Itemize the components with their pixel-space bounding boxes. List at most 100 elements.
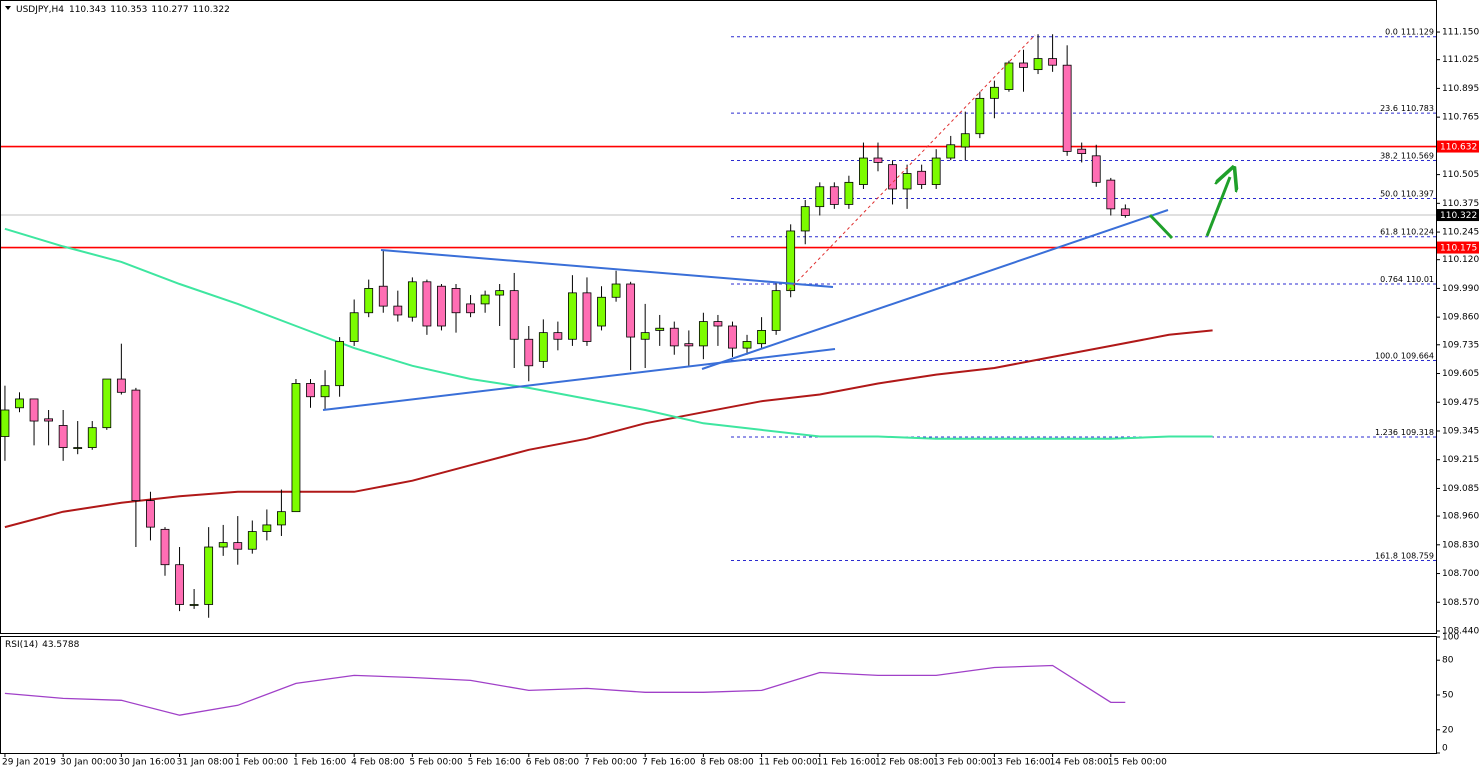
rsi-tick-label: 100 [1442,633,1459,643]
fib-label: 0.764 110.01 [1380,275,1434,284]
y-tick-label: 108.700 [1442,569,1479,579]
fib-label: 50.0 110.397 [1380,189,1434,198]
candle-body [306,383,315,398]
candle-body [102,378,112,429]
fib-level-label: 100.0 [1375,351,1398,360]
fib-level-label: 161.8 [1375,551,1398,560]
x-tick-label: 4 Feb 08:00 [351,758,405,768]
price-tag [1437,209,1479,222]
candle-body [15,398,24,409]
candle-body [175,564,184,605]
candle-body [393,305,403,316]
fib-value-label: 110.397 [1401,189,1434,198]
candle-body [960,133,970,148]
y-tick-label: 110.505 [1442,170,1479,180]
rsi-title: RSI(14) [5,640,38,650]
candle-body [1062,64,1072,152]
candle-body [931,157,941,185]
fib-label: 100.0 109.664 [1375,351,1434,360]
candle-body [655,327,665,331]
y-tick-label: 109.990 [1442,284,1479,294]
candle-body [859,157,868,185]
trend-line [701,209,1169,370]
y-tick-label: 110.895 [1442,84,1479,94]
x-tick-label: 29 Jan 2019 [2,758,56,768]
candle-body [713,321,723,327]
y-tick-label: 109.735 [1442,340,1479,350]
candle-body [757,330,766,345]
trend-line [380,249,834,288]
header: USDJPY,H4 110.343 110.353 110.277 110.322 [16,5,230,15]
candle-body [538,332,548,362]
candle-body [698,321,708,347]
candle-body [684,343,694,347]
y-tick-label: 110.375 [1442,199,1479,209]
fib-value-label: 108.759 [1401,551,1434,560]
candle-body [815,186,825,208]
candle-body [509,290,519,340]
candle-body [422,281,432,327]
candle-body [597,296,606,327]
price-tag-label: 110.322 [1440,211,1477,221]
x-tick-label: 8 Feb 08:00 [700,758,754,768]
candle-body [975,97,985,135]
rsi-current: 43.5788 [42,640,79,650]
fib-label: 61.8 110.224 [1380,227,1434,236]
candle-body [800,206,810,232]
price-tag-label: 110.632 [1440,143,1477,153]
x-tick-label: 11 Feb 16:00 [817,758,876,768]
y-tick-label: 110.120 [1442,255,1479,265]
x-tick-label: 1 Feb 00:00 [235,758,289,768]
candle-body [44,418,53,422]
candle-body [524,338,534,367]
y-tick-label: 108.570 [1442,598,1479,608]
y-tick-label: 110.245 [1442,228,1479,238]
y-tick-label: 109.215 [1442,455,1479,465]
main-layer [0,34,1130,716]
y-tick-label: 109.085 [1442,484,1479,494]
candle-body [277,511,286,526]
x-tick-label: 5 Feb 16:00 [468,758,522,768]
candle-body [1077,148,1087,155]
y-tick-label: 109.475 [1442,398,1479,408]
candle-body [829,186,839,205]
fib-value-label: 109.664 [1401,351,1434,360]
candle-body [29,398,39,422]
price-tag-label: 110.175 [1440,244,1477,254]
x-tick-label: 13 Feb 16:00 [991,758,1050,768]
candle-body [582,292,592,342]
candle-body [204,546,214,605]
fib-level-label: 1.236 [1375,427,1398,436]
candle-body [364,288,374,314]
x-tick-label: 7 Feb 00:00 [584,758,638,768]
candle-body [407,281,417,318]
rsi-tick-label: 50 [1442,691,1454,701]
fib-level-label: 50.0 [1380,189,1398,198]
candle-body [247,531,257,550]
candle-body [480,294,490,305]
y-tick-label: 108.830 [1442,540,1479,550]
candle-body [87,427,97,448]
quote-close: 110.322 [193,5,230,15]
rsi-tick-label: 80 [1442,656,1454,666]
fib-value-label: 110.569 [1401,151,1434,160]
candle-body [1048,58,1057,66]
fib-label: 23.6 110.783 [1380,104,1434,113]
fib-level-label: 0.0 [1385,27,1398,36]
candle-body [786,230,796,292]
candle-body [160,528,170,566]
x-tick-label: 5 Feb 00:00 [409,758,463,768]
fib-label: 161.8 108.759 [1375,551,1434,560]
fib-value-label: 110.224 [1401,227,1434,236]
price-tag [1437,140,1479,153]
x-tick-label: 1 Feb 16:00 [293,758,347,768]
candle-body [917,170,927,185]
candle-body [640,332,650,340]
candle-body [553,332,563,340]
quote-low: 110.277 [151,5,188,15]
candle-body [771,290,781,331]
drawings [322,34,1230,411]
rsi-tick-label: 0 [1442,744,1448,754]
y-tick-label: 110.765 [1442,113,1479,123]
